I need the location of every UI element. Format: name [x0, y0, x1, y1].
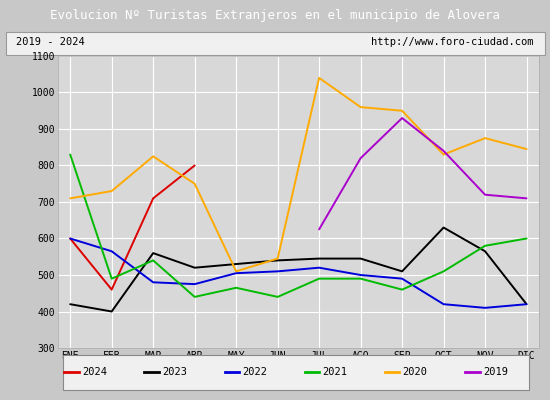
Text: Evolucion Nº Turistas Extranjeros en el municipio de Alovera: Evolucion Nº Turistas Extranjeros en el … — [50, 8, 500, 22]
Text: 2022: 2022 — [242, 367, 267, 377]
Text: 2020: 2020 — [403, 367, 428, 377]
Text: 2019 - 2024: 2019 - 2024 — [16, 38, 85, 48]
Bar — [63, 355, 529, 390]
Text: 2021: 2021 — [322, 367, 348, 377]
Text: 2024: 2024 — [82, 367, 107, 377]
Text: 2019: 2019 — [483, 367, 508, 377]
Text: 2023: 2023 — [162, 367, 187, 377]
Bar — [6, 32, 544, 55]
Text: http://www.foro-ciudad.com: http://www.foro-ciudad.com — [371, 38, 534, 48]
